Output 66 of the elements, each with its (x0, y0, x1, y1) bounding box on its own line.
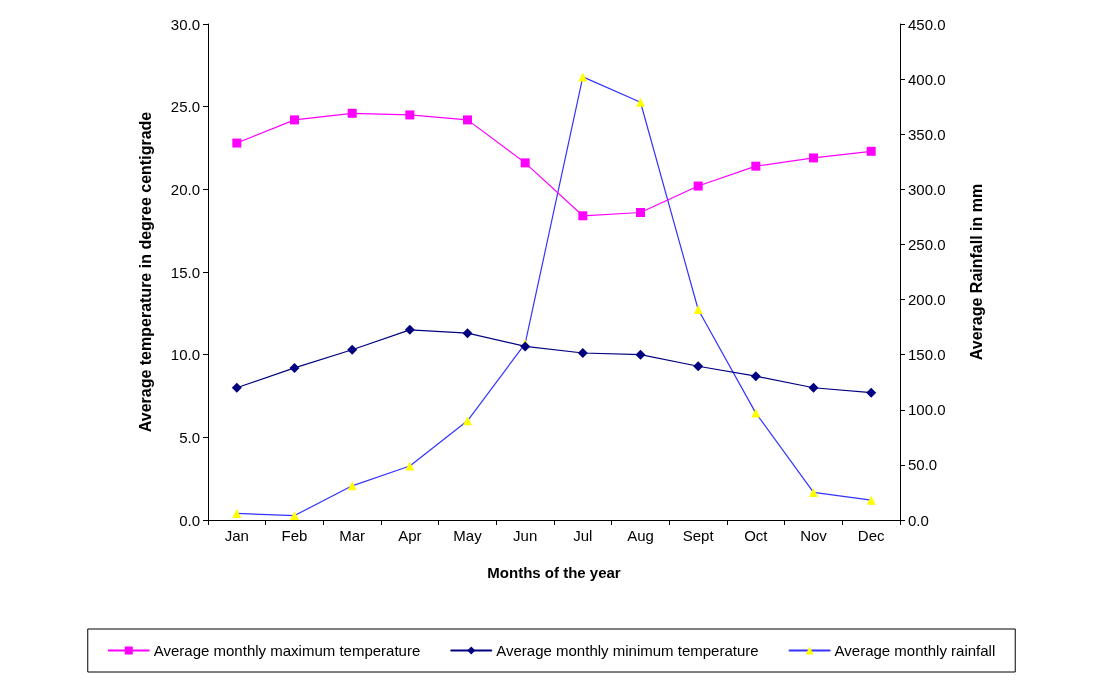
legend-label: Average monthly maximum temperature (153, 642, 421, 659)
legend-label: Average monthly rainfall (834, 642, 996, 659)
point (751, 408, 761, 418)
legend-label: Average monthly minimum temperature (496, 642, 759, 659)
y2-tick-label: 200.0 (908, 291, 946, 309)
y2-tick-label: 150.0 (908, 346, 946, 364)
point (636, 97, 645, 107)
x-tick-label: Jan (224, 527, 249, 544)
x-tick-label: May (453, 527, 483, 544)
point (809, 487, 818, 497)
point (290, 115, 299, 125)
point (693, 304, 703, 314)
y-tick-label: 25.0 (170, 98, 200, 116)
y2-tick-label: 250.0 (908, 235, 946, 253)
x-tick-label: Mar (339, 527, 366, 544)
point (750, 371, 761, 382)
point (635, 349, 646, 360)
y2-tick-label: 300.0 (908, 180, 946, 198)
y2-tick-label: 350.0 (908, 125, 946, 143)
y-axis-title: Average temperature in degree centigrade (136, 111, 154, 433)
y2-axis-title: Average Rainfall in mm (967, 183, 985, 361)
point (866, 146, 876, 156)
x-tick-label: Oct (744, 527, 769, 544)
point (520, 158, 530, 168)
y-tick-label: 5.0 (179, 428, 200, 446)
point (232, 138, 242, 148)
y2-tick-label: 100.0 (908, 401, 946, 419)
point (347, 108, 357, 118)
y-tick-label: 15.0 (170, 263, 200, 281)
point (693, 361, 704, 372)
point (636, 207, 645, 217)
point (693, 181, 703, 191)
point (462, 328, 473, 339)
y2-tick-label: 450.0 (908, 15, 946, 33)
point (404, 324, 415, 335)
x-tick-label: Nov (800, 527, 828, 544)
x-tick-label: Aug (627, 527, 654, 544)
point (809, 153, 818, 163)
point (866, 495, 876, 505)
point (232, 508, 242, 518)
y2-tick-label: 0.0 (908, 511, 929, 529)
point (463, 416, 472, 426)
point (289, 362, 300, 373)
x-tick-label: Jun (513, 527, 538, 544)
point (347, 344, 358, 355)
point (231, 382, 242, 393)
x-tick-label: Feb (281, 527, 308, 544)
y-tick-label: 0.0 (179, 511, 200, 529)
point (463, 115, 472, 125)
x-tick-label: Dec (857, 527, 885, 544)
x-tick-label: Sept (682, 527, 715, 544)
point (405, 110, 415, 120)
x-axis-title: Months of the year (487, 564, 621, 581)
x-tick-label: Apr (398, 527, 422, 544)
y2-tick-label: 400.0 (908, 70, 946, 88)
y2-tick-label: 50.0 (908, 456, 938, 474)
y-tick-label: 10.0 (170, 346, 200, 364)
point (578, 211, 588, 221)
point (751, 161, 761, 171)
y-tick-label: 30.0 (170, 15, 200, 33)
x-tick-label: Jul (573, 527, 593, 544)
point (290, 511, 299, 521)
point (577, 348, 588, 359)
y-tick-label: 20.0 (170, 180, 200, 198)
point (866, 387, 877, 398)
point (808, 382, 819, 393)
